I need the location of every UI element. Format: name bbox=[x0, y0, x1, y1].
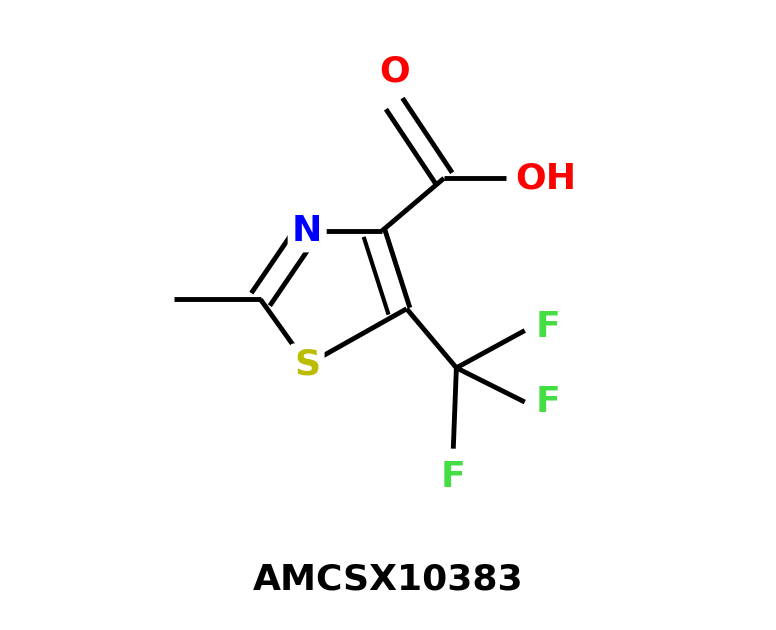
Text: O: O bbox=[379, 54, 410, 88]
Text: F: F bbox=[536, 385, 561, 419]
Text: F: F bbox=[441, 460, 466, 494]
Text: AMCSX10383: AMCSX10383 bbox=[253, 562, 523, 596]
Text: S: S bbox=[294, 348, 320, 382]
Text: F: F bbox=[536, 311, 561, 345]
Text: N: N bbox=[292, 214, 322, 248]
Text: OH: OH bbox=[515, 161, 577, 195]
